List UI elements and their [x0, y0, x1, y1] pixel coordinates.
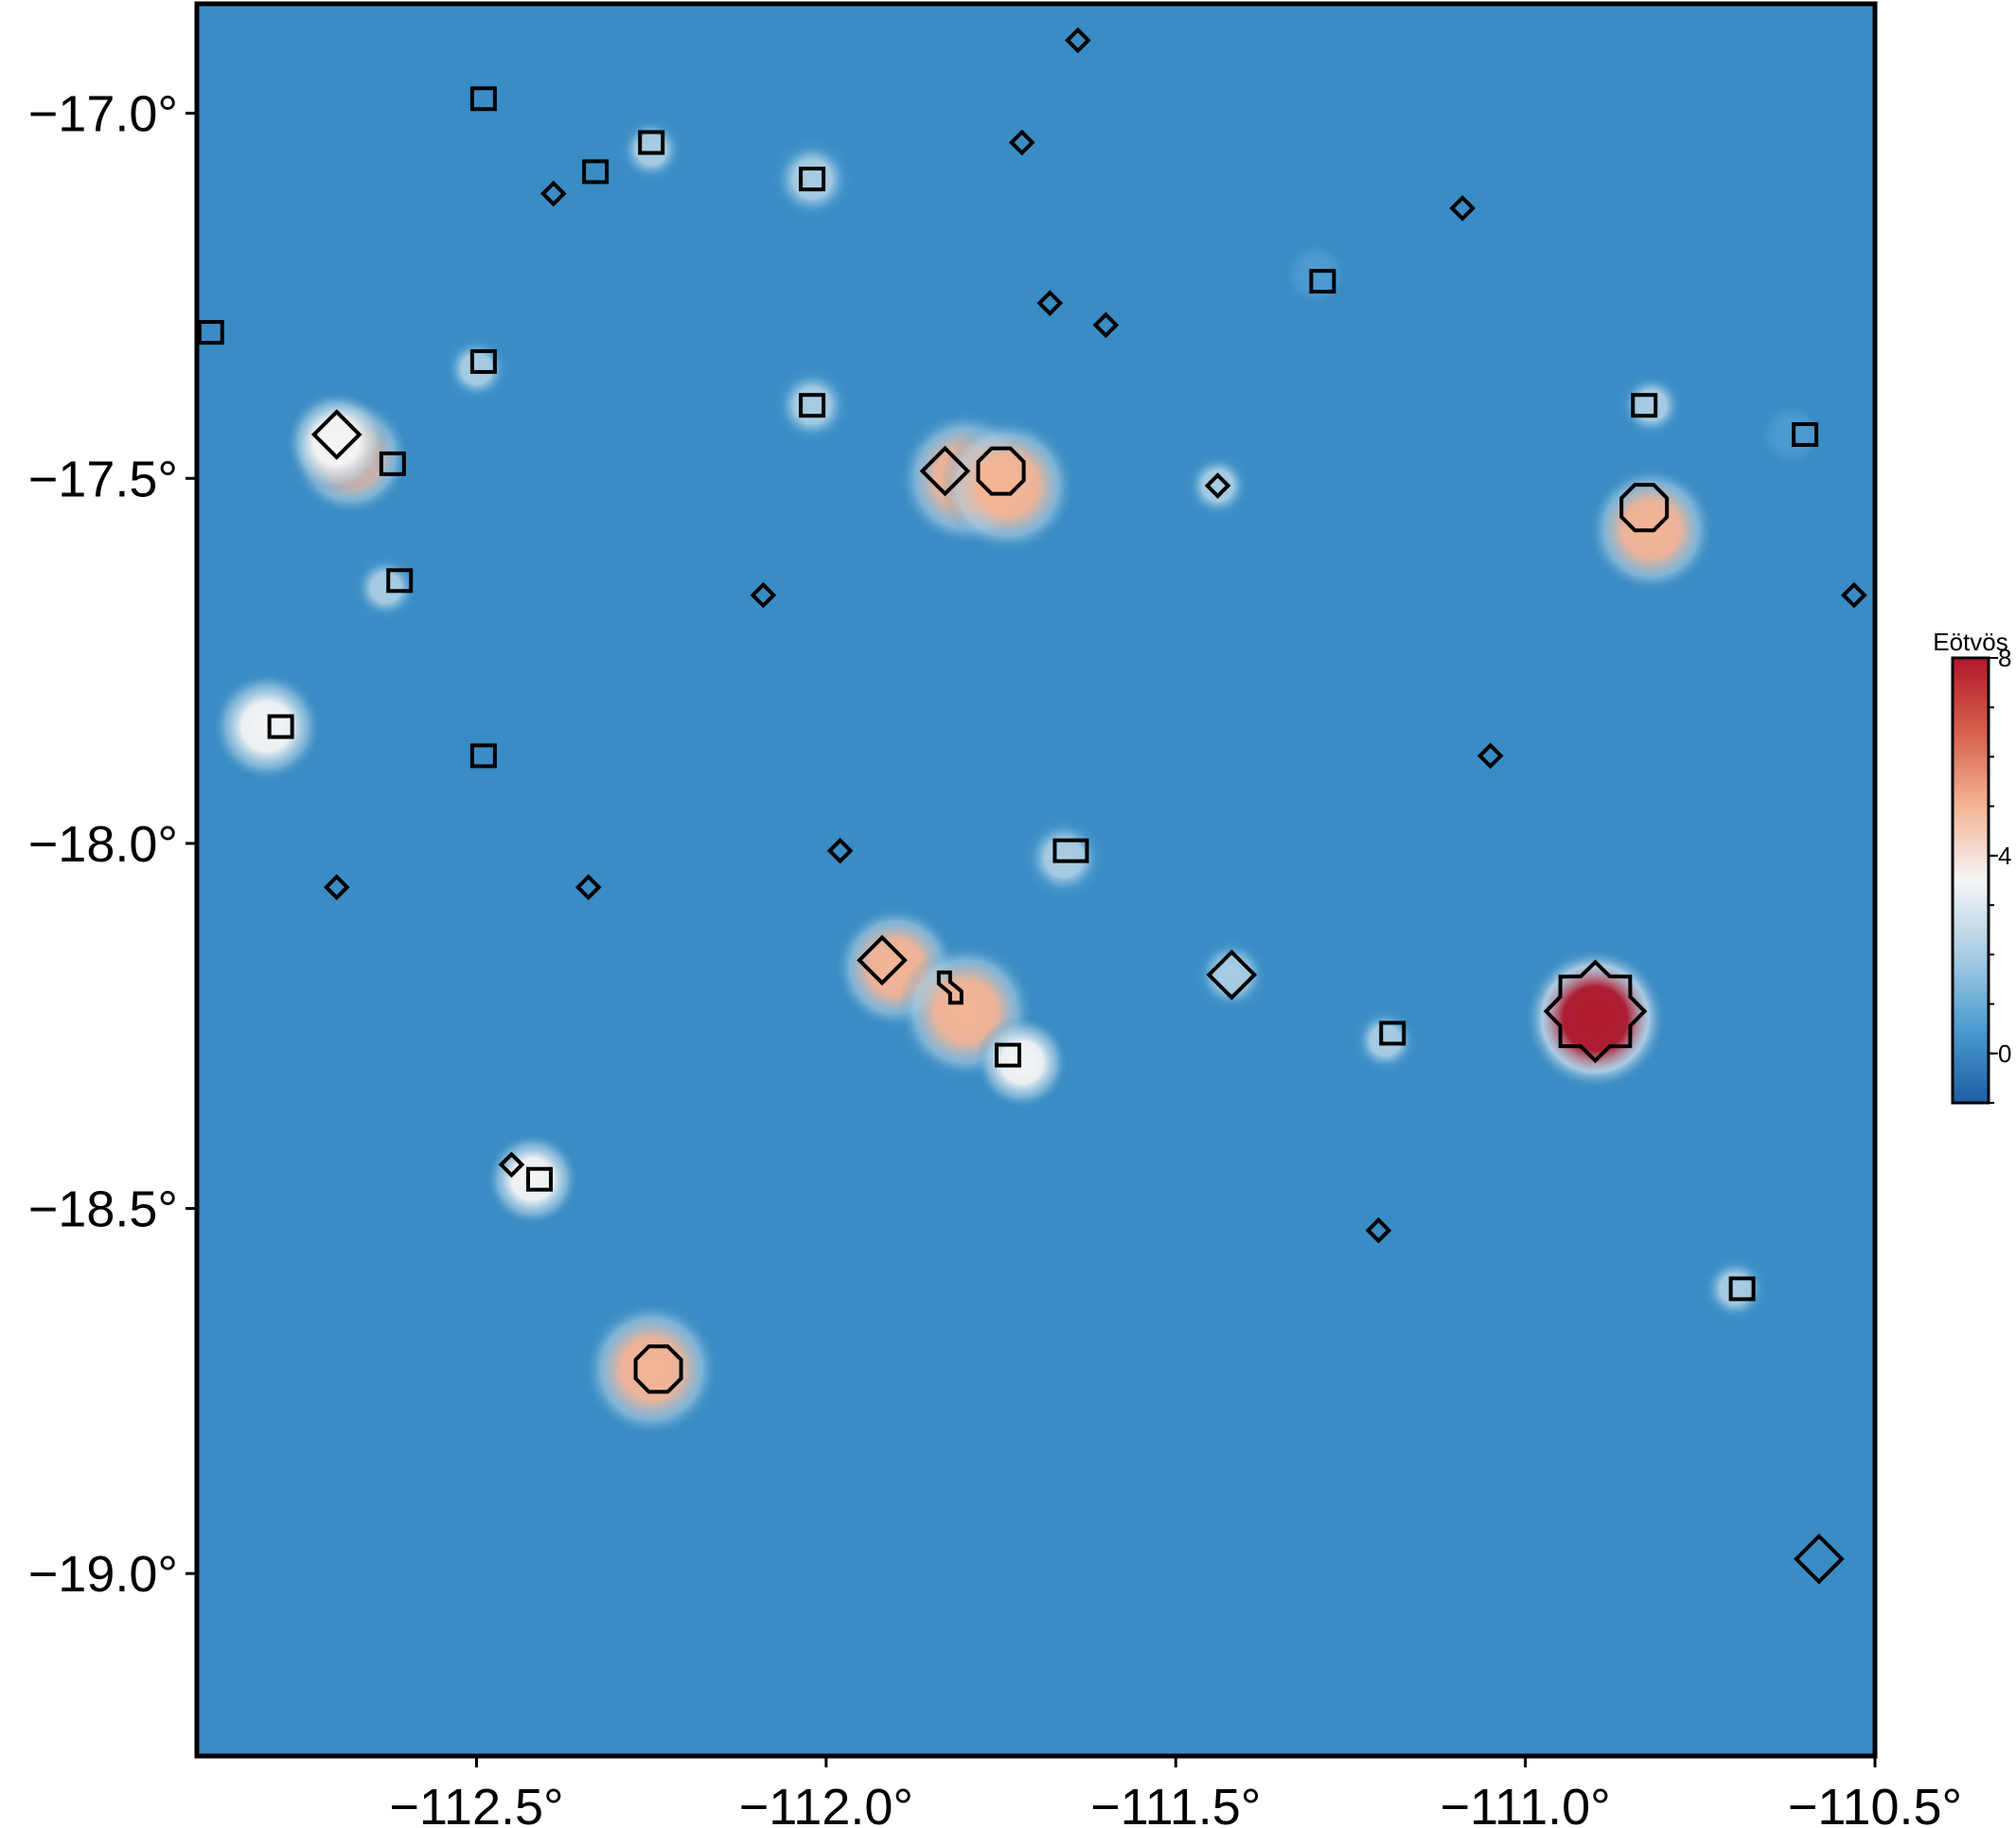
- square-station-marker: [1052, 838, 1089, 863]
- colorbar-gradient: [1951, 656, 1990, 1105]
- square-station-marker: [267, 714, 294, 739]
- octagon-station-marker: [1619, 483, 1670, 533]
- y-tick-label: −17.0°: [28, 86, 178, 143]
- anomaly-blob: [617, 115, 685, 184]
- diamond-station-marker: [310, 409, 363, 460]
- map-area: [197, 4, 1875, 1756]
- outline-station-marker: [936, 970, 964, 1005]
- anomaly-blob: [1021, 815, 1106, 900]
- square-station-marker: [197, 320, 224, 346]
- anomaly-blob: [285, 390, 389, 494]
- square-station-marker: [379, 451, 406, 476]
- anomaly-blob: [1194, 936, 1270, 1013]
- diamond-station-marker: [1477, 742, 1504, 770]
- diamond-station-marker: [1794, 1533, 1845, 1585]
- anomaly-blob: [1760, 403, 1823, 466]
- square-station-marker: [1631, 393, 1658, 418]
- square-station-marker: [469, 86, 497, 112]
- anomaly-blob: [1284, 242, 1347, 306]
- y-tick-label: −19.0°: [28, 1546, 178, 1603]
- station-markers: [197, 27, 1867, 1585]
- x-tick-label: −112.0°: [739, 1779, 913, 1828]
- square-station-marker: [525, 1166, 553, 1192]
- diamond-station-marker: [1449, 195, 1476, 222]
- square-station-marker: [799, 167, 826, 192]
- colorbar-tick-label: 0: [1998, 1039, 2011, 1068]
- diamond-station-marker: [1206, 949, 1258, 1001]
- x-axis-ticks: −112.5° −112.0° −111.5° −111.0° −110.5°: [389, 1756, 1962, 1828]
- square-station-marker: [994, 1042, 1021, 1068]
- anomaly-blob: [1352, 1006, 1420, 1074]
- diamond-station-marker: [323, 874, 350, 901]
- square-station-marker: [386, 568, 414, 594]
- anomaly-blob: [1524, 948, 1667, 1091]
- anomaly-blob: [486, 1132, 579, 1226]
- square-station-marker: [469, 348, 497, 374]
- anomaly-blob: [1701, 1254, 1769, 1322]
- colorbar-tick-label: 4: [1998, 842, 2011, 870]
- diamond-station-marker: [1841, 581, 1867, 609]
- x-tick-label: −111.0°: [1441, 1779, 1611, 1828]
- square-station-marker: [638, 130, 665, 155]
- x-tick-label: −112.5°: [389, 1779, 563, 1828]
- x-tick-label: −111.5°: [1090, 1779, 1261, 1828]
- square-station-marker: [1792, 422, 1819, 448]
- colorbar-title: Eötvös: [1933, 628, 2008, 656]
- diamond-station-marker: [826, 837, 854, 864]
- octagon-station-marker: [633, 1344, 683, 1394]
- diamond-station-marker: [919, 445, 971, 497]
- y-tick-label: −18.0°: [28, 816, 178, 873]
- diamond-station-marker: [1204, 472, 1231, 499]
- colorbar-tick-label: 8: [1998, 644, 2011, 672]
- square-station-marker: [1309, 269, 1336, 294]
- square-station-marker: [469, 743, 497, 769]
- square-station-marker: [1728, 1276, 1756, 1302]
- anomaly-blob: [1184, 452, 1252, 520]
- square-station-marker: [1379, 1020, 1406, 1046]
- colorbar: Eötvös 0 4 8: [1933, 628, 2011, 1105]
- star-station-marker: [1543, 959, 1648, 1064]
- anomaly-blob: [975, 1016, 1069, 1109]
- diamond-station-marker: [498, 1151, 525, 1179]
- anomaly-blob: [772, 365, 852, 445]
- y-tick-label: −17.5°: [28, 451, 178, 507]
- map-frame: [194, 1, 1878, 1759]
- square-station-marker: [799, 393, 826, 418]
- diamond-station-marker: [1008, 129, 1035, 156]
- y-tick-label: −18.5°: [28, 1181, 178, 1238]
- anomaly-blob: [583, 1301, 719, 1437]
- octagon-station-marker: [976, 446, 1026, 496]
- y-axis-ticks: −17.0° −17.5° −18.0° −18.5° −19.0°: [28, 86, 197, 1603]
- diamond-station-marker: [1092, 311, 1120, 339]
- diamond-station-marker: [539, 180, 567, 207]
- diamond-station-marker: [575, 874, 602, 901]
- anomaly-blob: [1618, 371, 1686, 439]
- diamond-station-marker: [1064, 27, 1091, 54]
- diamond-station-marker: [1036, 290, 1064, 317]
- anomaly-blob: [769, 136, 855, 222]
- diamond-station-marker: [857, 934, 908, 986]
- x-tick-label: −110.5°: [1788, 1779, 1962, 1828]
- anomaly-blob: [211, 671, 322, 782]
- anomaly-blob: [940, 417, 1076, 554]
- square-station-marker: [582, 159, 610, 185]
- diamond-station-marker: [1365, 1216, 1392, 1244]
- diamond-station-marker: [750, 581, 777, 609]
- anomaly-blob: [443, 335, 510, 403]
